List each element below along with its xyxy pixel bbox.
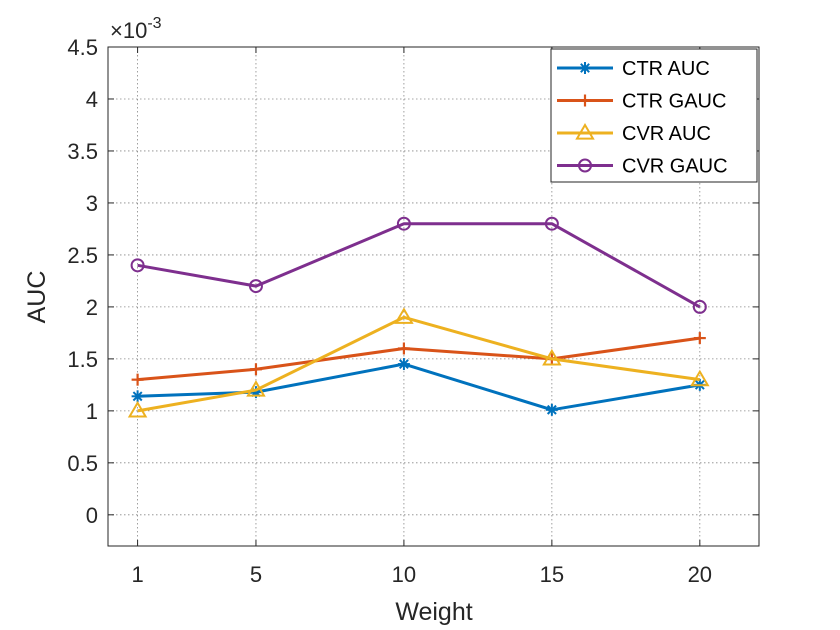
data-point [394, 307, 414, 324]
data-point [131, 390, 144, 403]
legend-entry: CVR GAUC [557, 156, 728, 178]
marker-stroke [580, 63, 590, 73]
series-line [137, 315, 701, 413]
x-tick-label: 20 [688, 562, 712, 587]
tick-layer: 00.511.522.533.544.51 5 10 15 20 [67, 35, 759, 587]
y-tick-label: 2 [86, 295, 98, 320]
data-point [130, 258, 145, 273]
x-axis-label: Weight [395, 598, 472, 626]
series-cvr-gauc [130, 216, 707, 314]
marker-shape [248, 279, 263, 294]
data-point [248, 279, 263, 294]
data-point [397, 342, 410, 355]
y-tick-label: 0.5 [67, 451, 98, 476]
legend-entry: CVR AUC [557, 123, 711, 145]
scale-exponent: ×10-3 [110, 15, 162, 43]
x-tick-label: 10 [392, 562, 416, 587]
y-tick-label: 4.5 [67, 35, 98, 60]
marker-stroke [546, 404, 557, 415]
y-tick-label: 3.5 [67, 139, 98, 164]
y-tick-label: 2.5 [67, 243, 98, 268]
marker-shape [578, 158, 592, 173]
legend-label: CTR GAUC [622, 91, 726, 113]
data-point [542, 348, 562, 366]
marker-shape [575, 123, 595, 140]
legend-label: CVR GAUC [622, 156, 728, 178]
marker-shape [246, 380, 266, 397]
y-tick-label: 0 [86, 503, 98, 528]
circle-marker [578, 158, 592, 173]
triangle-marker [575, 123, 595, 140]
data-point [127, 400, 148, 418]
marker-shape [396, 216, 411, 231]
data-point [249, 363, 262, 376]
marker-shape [394, 307, 414, 324]
series-line [137, 222, 701, 309]
legend-label: CVR AUC [622, 123, 711, 145]
marker-stroke [132, 391, 143, 402]
marker-shape [127, 400, 148, 418]
data-point [692, 299, 707, 314]
marker-shape [544, 216, 559, 231]
asterisk-marker [579, 62, 591, 74]
y-tick-label: 1.5 [67, 347, 98, 372]
series-layer [127, 216, 710, 418]
grid-layer [108, 46, 759, 546]
x-tick-label: 5 [250, 562, 262, 587]
data-point [690, 369, 710, 387]
marker-stroke [399, 359, 409, 369]
data-point [396, 216, 411, 231]
legend-entry: CTR AUC [557, 58, 710, 80]
marker-shape [692, 299, 707, 314]
y-axis-label: AUC [23, 271, 51, 324]
data-point [397, 358, 410, 371]
data-point [544, 216, 559, 231]
data-point [545, 403, 558, 416]
legend-label: CTR AUC [622, 58, 710, 80]
marker-shape [690, 369, 710, 387]
data-point [131, 373, 144, 386]
y-tick-label: 3 [86, 191, 98, 216]
series-ctr-auc [131, 358, 706, 416]
y-tick-label: 4 [86, 87, 98, 112]
marker-shape [130, 258, 145, 273]
data-point [693, 332, 706, 345]
legend-entry: CTR GAUC [557, 91, 726, 113]
series-cvr-auc [127, 307, 710, 418]
y-tick-label: 1 [86, 399, 98, 424]
x-tick-label: 15 [540, 562, 564, 587]
x-tick-label: 1 [131, 562, 143, 587]
plus-marker [579, 94, 591, 107]
marker-shape [542, 348, 562, 366]
legend: CTR AUC CTR GAUC CVR AUC CVR GAUC [550, 48, 758, 183]
data-point [246, 380, 266, 397]
plot-frame [107, 46, 760, 547]
